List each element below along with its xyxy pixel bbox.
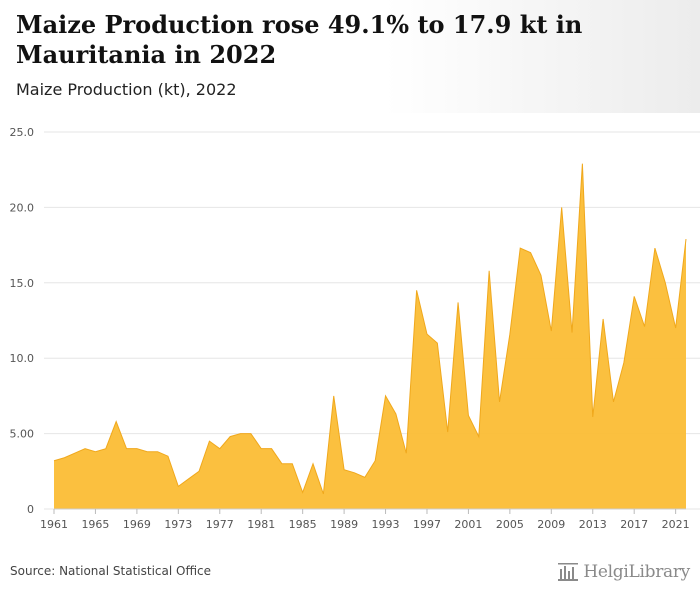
data-point [353, 472, 355, 474]
library-icon [558, 563, 579, 581]
x-tick-label: 2017 [620, 518, 648, 531]
series-area [54, 163, 686, 509]
y-tick-label: 5.00 [10, 428, 35, 441]
data-point [447, 431, 449, 433]
data-point [84, 447, 86, 449]
data-point [415, 289, 417, 291]
data-point [301, 491, 303, 493]
data-point [467, 414, 469, 416]
y-tick-label: 20.0 [10, 201, 35, 214]
x-tick-label: 1965 [81, 518, 109, 531]
data-point [312, 463, 314, 465]
data-point [488, 270, 490, 272]
series-layer [53, 162, 687, 509]
data-point [581, 162, 583, 164]
x-tick-label: 1993 [372, 518, 400, 531]
x-tick-label: 1985 [289, 518, 317, 531]
data-point [208, 440, 210, 442]
data-point [478, 435, 480, 437]
y-axis: 0 5.00 10.0 15.0 20.0 25.0 [10, 126, 35, 516]
data-point [395, 413, 397, 415]
data-point [322, 493, 324, 495]
data-point [291, 463, 293, 465]
x-tick-label: 2001 [454, 518, 482, 531]
data-point [674, 327, 676, 329]
x-tick-label: 1981 [247, 518, 275, 531]
brand-logo[interactable]: HelgiLibrary [557, 560, 690, 584]
data-point [94, 450, 96, 452]
chart-subtitle: Maize Production (kt), 2022 [16, 80, 237, 99]
x-tick-label: 2021 [662, 518, 690, 531]
data-point [270, 447, 272, 449]
y-tick-label: 25.0 [10, 126, 35, 139]
data-point [115, 420, 117, 422]
data-point [612, 401, 614, 403]
data-point [498, 401, 500, 403]
data-point [198, 470, 200, 472]
header-band: Maize Production rose 49.1% to 17.9 kt i… [0, 0, 700, 113]
data-point [509, 333, 511, 335]
data-point [105, 447, 107, 449]
y-tick-label: 10.0 [10, 352, 35, 365]
data-point [136, 447, 138, 449]
data-point [405, 452, 407, 454]
data-point [219, 447, 221, 449]
x-tick-label: 1973 [164, 518, 192, 531]
x-tick-label: 2013 [579, 518, 607, 531]
data-point [229, 435, 231, 437]
data-point [529, 251, 531, 253]
data-point [333, 395, 335, 397]
data-point [177, 485, 179, 487]
data-point [187, 478, 189, 480]
data-point [623, 362, 625, 364]
data-point [592, 416, 594, 418]
data-point [250, 432, 252, 434]
data-point [457, 301, 459, 303]
chart-title: Maize Production rose 49.1% to 17.9 kt i… [16, 10, 583, 69]
source-note: Source: National Statistical Office [10, 564, 212, 578]
data-point [53, 460, 55, 462]
x-tick-label: 1969 [123, 518, 151, 531]
x-tick-label: 1977 [206, 518, 234, 531]
data-point [540, 274, 542, 276]
data-point [374, 460, 376, 462]
data-point [63, 457, 65, 459]
chart-area: 0 5.00 10.0 15.0 20.0 25.0 1961 1965 1969 1973 19… [0, 113, 700, 553]
data-point [384, 395, 386, 397]
data-point [602, 318, 604, 320]
data-point [519, 247, 521, 249]
data-point [156, 450, 158, 452]
data-point [74, 452, 76, 454]
data-point [281, 463, 283, 465]
data-point [664, 282, 666, 284]
data-point [146, 450, 148, 452]
x-tick-label: 2009 [537, 518, 565, 531]
data-point [685, 238, 687, 240]
y-tick-label: 15.0 [10, 277, 35, 290]
data-point [436, 342, 438, 344]
x-tick-label: 1989 [330, 518, 358, 531]
data-point [560, 206, 562, 208]
series-line [53, 163, 687, 495]
data-point [167, 455, 169, 457]
x-tick-label: 2005 [496, 518, 524, 531]
data-point [260, 447, 262, 449]
x-tick-label: 1961 [40, 518, 68, 531]
data-point [364, 476, 366, 478]
y-tick-label: 0 [27, 503, 34, 516]
data-point [239, 432, 241, 434]
x-tick-label: 1997 [413, 518, 441, 531]
x-axis: 1961 1965 1969 1973 1977 1981 1985 1989 1993 1997… [40, 508, 690, 531]
data-point [643, 325, 645, 327]
brand-name: HelgiLibrary [583, 562, 690, 582]
data-point [654, 247, 656, 249]
data-point [343, 469, 345, 471]
data-point [550, 330, 552, 332]
data-point [426, 333, 428, 335]
data-point [571, 331, 573, 333]
data-point [125, 447, 127, 449]
data-point [633, 295, 635, 297]
